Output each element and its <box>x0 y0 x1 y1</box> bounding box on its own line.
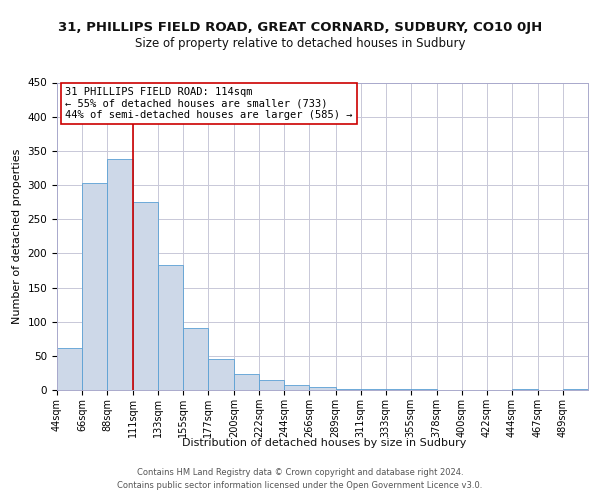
Bar <box>133 202 158 390</box>
Bar <box>284 385 310 390</box>
Bar <box>57 348 82 390</box>
Text: Contains public sector information licensed under the Open Government Licence v3: Contains public sector information licen… <box>118 482 482 490</box>
Bar <box>183 328 208 390</box>
Y-axis label: Number of detached properties: Number of detached properties <box>12 148 22 324</box>
Bar <box>310 388 335 390</box>
Text: Distribution of detached houses by size in Sudbury: Distribution of detached houses by size … <box>182 438 466 448</box>
Bar <box>235 374 259 390</box>
Text: Size of property relative to detached houses in Sudbury: Size of property relative to detached ho… <box>135 38 465 51</box>
Bar <box>259 380 284 390</box>
Bar <box>107 159 133 390</box>
Text: 31 PHILLIPS FIELD ROAD: 114sqm
← 55% of detached houses are smaller (733)
44% of: 31 PHILLIPS FIELD ROAD: 114sqm ← 55% of … <box>65 87 352 120</box>
Bar <box>208 359 235 390</box>
Text: 31, PHILLIPS FIELD ROAD, GREAT CORNARD, SUDBURY, CO10 0JH: 31, PHILLIPS FIELD ROAD, GREAT CORNARD, … <box>58 21 542 34</box>
Bar <box>335 388 361 390</box>
Bar <box>158 265 183 390</box>
Bar <box>82 183 107 390</box>
Text: Contains HM Land Registry data © Crown copyright and database right 2024.: Contains HM Land Registry data © Crown c… <box>137 468 463 477</box>
